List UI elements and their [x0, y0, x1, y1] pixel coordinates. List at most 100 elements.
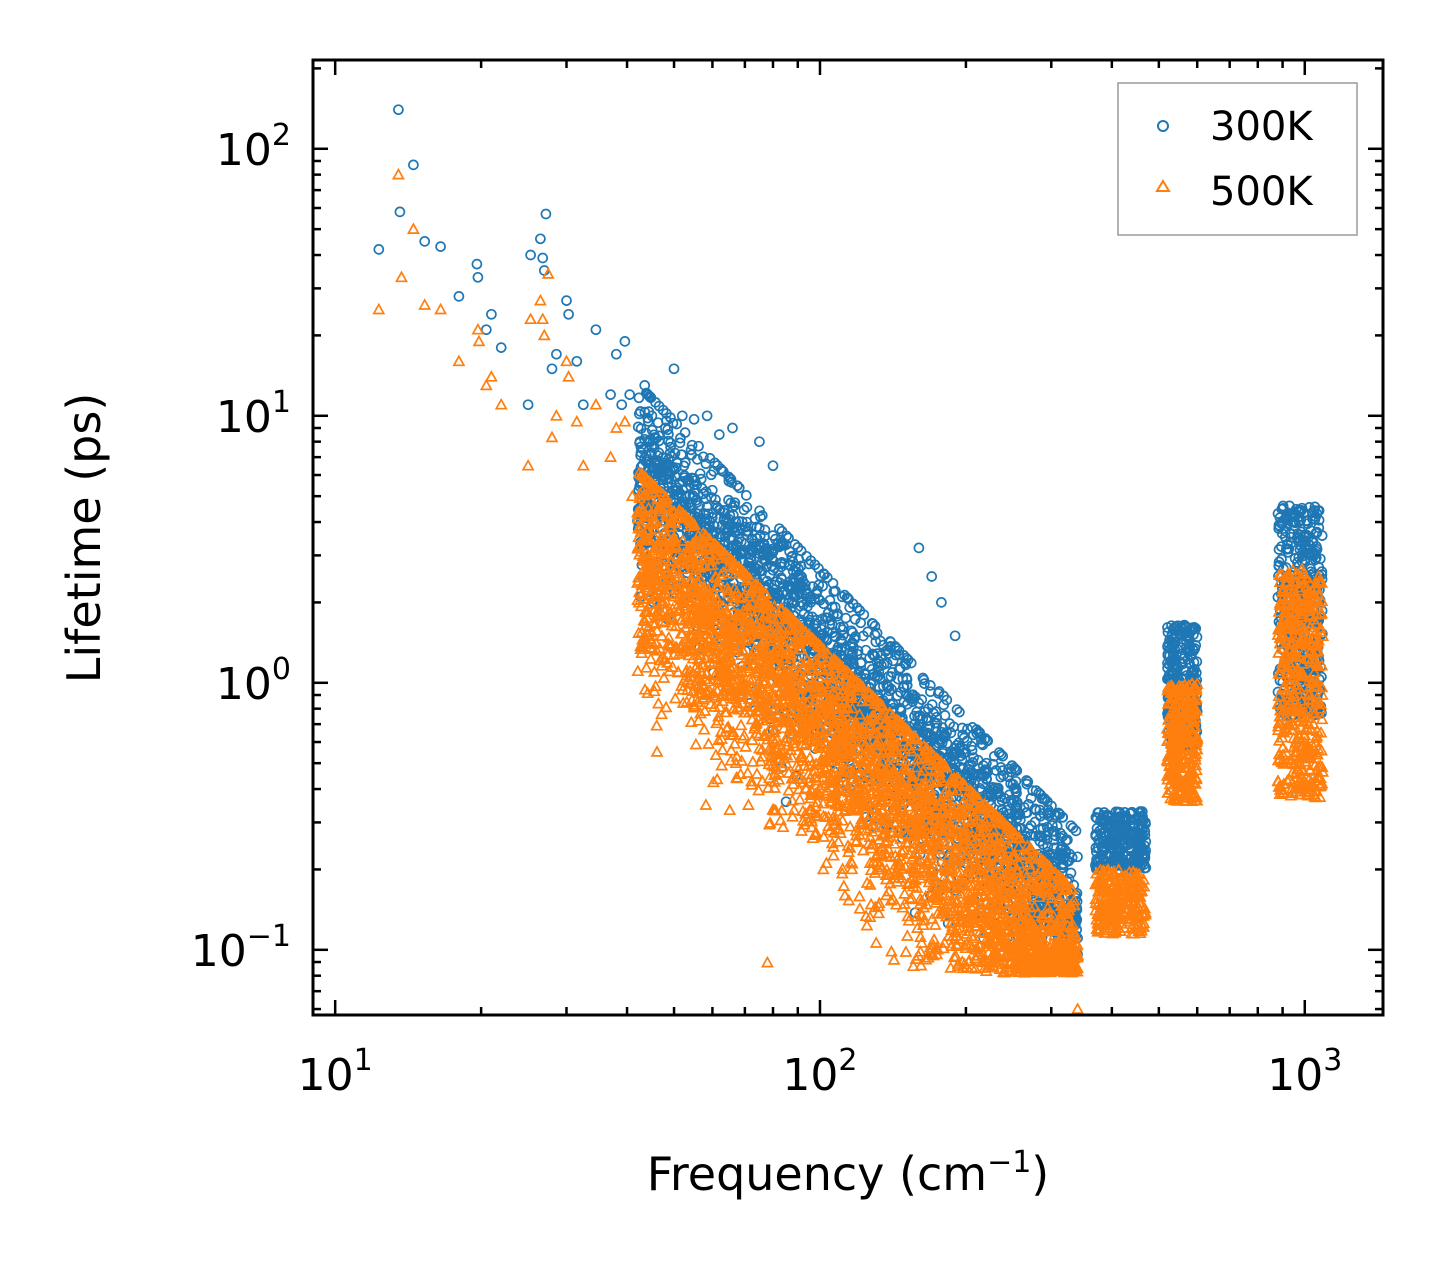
data-point-300k: [1033, 787, 1045, 799]
data-point-300k: [792, 542, 804, 553]
data-point-300k: [813, 579, 825, 591]
data-point-300k: [887, 655, 899, 667]
data-point-300k: [873, 670, 884, 682]
data-point-300k: [846, 637, 858, 648]
data-point-300k: [679, 427, 691, 438]
data-point-300k: [1065, 820, 1077, 832]
data-point-300k: [847, 652, 859, 664]
data-point-300k: [1110, 813, 1122, 825]
data-point-300k: [776, 536, 788, 548]
data-point-300k: [687, 490, 699, 501]
data-point-300k: [839, 589, 850, 601]
data-point-300k: [720, 530, 731, 542]
plot-points: [372, 104, 1330, 1014]
data-point-300k: [800, 585, 812, 596]
data-point-300k: [1057, 811, 1069, 823]
data-point-300k: [1037, 839, 1049, 850]
data-point-300k: [652, 460, 664, 471]
data-point-300k: [875, 650, 887, 661]
data-point-300k: [996, 804, 1008, 816]
data-point-300k: [655, 470, 666, 482]
data-point-300k: [780, 796, 792, 808]
data-point-300k: [930, 740, 942, 752]
data-point-300k: [905, 657, 917, 669]
data-point-300k: [956, 722, 968, 734]
data-point-300k: [1011, 813, 1023, 824]
data-point-300k: [821, 572, 833, 583]
data-point-300k: [1007, 779, 1019, 790]
data-point-300k: [659, 457, 670, 469]
data-point-300k: [831, 645, 843, 657]
data-point-300k: [670, 462, 682, 474]
data-point-300k: [847, 598, 859, 610]
data-point-300k: [1067, 822, 1079, 834]
data-point-300k: [987, 758, 999, 770]
data-point-300k: [776, 525, 788, 537]
data-point-300k: [829, 601, 841, 613]
data-point-300k: [664, 448, 676, 459]
data-point-300k: [924, 680, 936, 691]
data-point-300k: [695, 473, 707, 485]
data-point-300k: [899, 658, 911, 669]
data-point-300k: [991, 788, 1003, 800]
data-point-300k: [1054, 808, 1066, 820]
data-point-300k: [648, 442, 660, 454]
data-point-300k: [678, 460, 690, 472]
data-point-300k: [1096, 831, 1108, 843]
data-point-300k: [749, 513, 761, 525]
data-point-300k: [793, 563, 804, 575]
data-point-300k: [1022, 776, 1034, 788]
data-point-300k: [968, 752, 979, 763]
data-point-300k: [926, 730, 937, 741]
data-point-300k: [1092, 807, 1104, 818]
data-point-300k: [795, 545, 807, 557]
data-point-300k: [725, 497, 737, 509]
data-point-300k: [744, 544, 756, 555]
data-point-300k: [855, 617, 867, 629]
data-point-300k: [1029, 803, 1041, 815]
data-point-300k: [706, 511, 718, 523]
data-point-300k: [1098, 816, 1109, 828]
data-point-300k: [961, 735, 973, 747]
data-point-300k: [788, 597, 800, 609]
data-point-300k: [729, 497, 741, 509]
data-point-300k: [854, 605, 866, 616]
data-point-300k: [971, 724, 982, 735]
data-point-300k: [1011, 801, 1022, 812]
data-point-300k: [847, 627, 858, 638]
data-point-300k: [769, 584, 781, 595]
data-point-300k: [697, 488, 709, 500]
data-point-300k: [1003, 763, 1014, 775]
data-point-300k: [893, 649, 905, 661]
data-point-300k: [645, 392, 657, 404]
data-point-300k: [750, 543, 761, 554]
data-point-300k: [637, 443, 649, 455]
data-point-300k: [965, 758, 976, 770]
data-point-300k: [1043, 810, 1055, 822]
data-point-300k: [993, 747, 1005, 758]
data-point-300k: [919, 678, 930, 689]
data-point-300k: [855, 657, 867, 669]
data-point-300k: [948, 746, 959, 758]
data-point-300k: [937, 731, 949, 743]
data-point-300k: [1030, 804, 1042, 816]
data-point-300k: [1091, 823, 1103, 834]
data-point-300k: [676, 497, 687, 509]
data-point-300k: [805, 594, 817, 605]
data-point-300k: [746, 533, 758, 545]
data-point-300k: [710, 500, 722, 512]
data-point-300k: [895, 705, 907, 717]
data-point-300k: [931, 717, 943, 729]
data-point-300k: [1035, 823, 1047, 835]
data-point-300k: [649, 456, 660, 468]
data-point-300k: [862, 626, 874, 638]
data-point-300k: [717, 466, 729, 477]
data-point-300k: [1041, 821, 1053, 833]
data-point-300k: [870, 636, 882, 648]
data-point-300k: [774, 523, 785, 535]
data-point-300k: [1003, 789, 1015, 801]
data-point-300k: [1005, 795, 1017, 806]
data-point-300k: [1091, 856, 1103, 867]
data-point-300k: [642, 454, 654, 465]
data-point-300k: [767, 546, 779, 558]
